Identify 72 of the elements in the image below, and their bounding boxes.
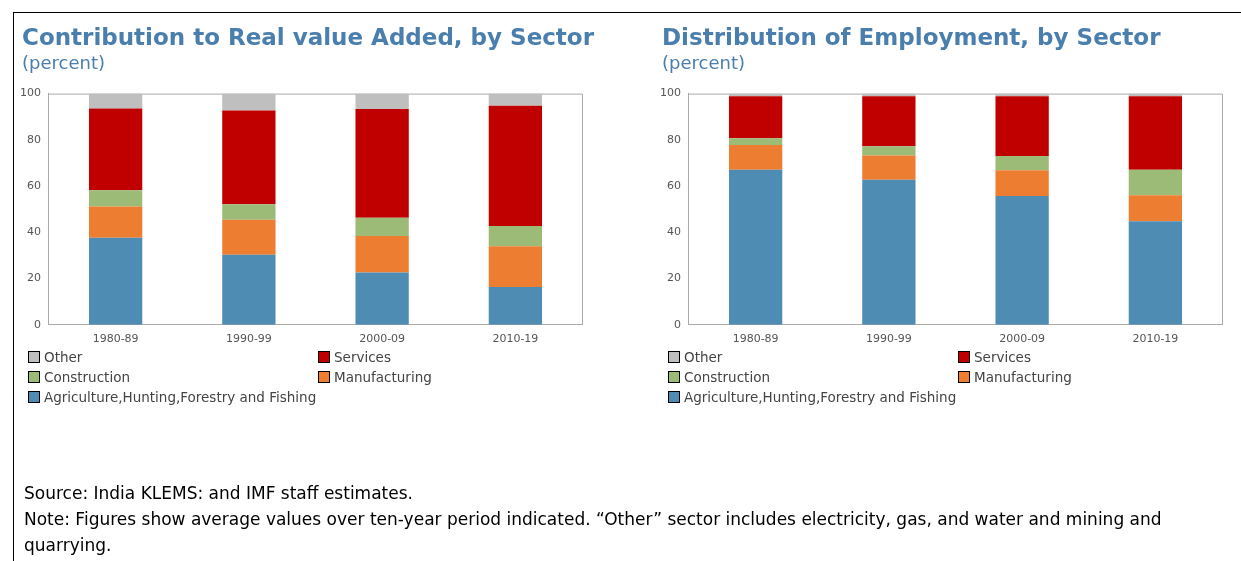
y-tick-label: 80	[667, 132, 681, 146]
bar	[1128, 96, 1183, 170]
x-tick-label: 1980-89	[732, 332, 779, 346]
bar	[995, 170, 1049, 197]
text: Note: Figures show average values over ten-year period indicated. “Other” sector includes electricity, gas, and water and mining and quarrying.	[24, 508, 1163, 557]
y-tick-label: 20	[667, 271, 681, 285]
y-tick-label: 60	[27, 178, 41, 192]
y-tick-label: 40	[27, 225, 41, 239]
y-tick-label: 100	[20, 86, 41, 100]
y-tick-label: 40	[667, 225, 681, 239]
bar	[222, 219, 276, 255]
bar	[355, 109, 409, 218]
legend-label: Manufacturing	[974, 369, 1072, 385]
bar	[222, 93, 276, 111]
source-note: Source: India KLEMS: and IMF staff estimates.	[24, 482, 414, 505]
legend-label: Other	[44, 349, 83, 365]
chart-title: Contribution to Real value Added, by Sector	[22, 24, 595, 50]
bar	[862, 146, 916, 156]
bar	[355, 217, 409, 237]
bar	[88, 190, 143, 207]
bar	[1128, 195, 1183, 222]
chart-subtitle: (percent)	[662, 52, 746, 73]
bar	[222, 110, 276, 205]
y-tick-label: 20	[27, 271, 41, 285]
bar	[862, 155, 916, 180]
bar	[995, 196, 1049, 325]
bar	[88, 108, 143, 191]
bar	[222, 254, 276, 325]
bar	[995, 96, 1049, 157]
chart-subtitle: (percent)	[22, 52, 106, 73]
y-tick-label: 0	[674, 317, 681, 331]
legend-label: Manufacturing	[334, 369, 432, 385]
bar	[88, 93, 143, 109]
legend-label: Services	[334, 349, 391, 365]
legend-label: Construction	[684, 369, 770, 385]
legend-label: Agriculture,Hunting,Forestry and Fishing	[684, 389, 957, 405]
bar	[728, 138, 783, 145]
bar	[995, 156, 1049, 171]
bar	[1128, 221, 1183, 325]
legend-label: Agriculture,Hunting,Forestry and Fishing	[44, 389, 317, 405]
bar	[355, 272, 409, 325]
chart-title: Distribution of Employment, by Sector	[662, 24, 1162, 50]
legend-label: Construction	[44, 369, 130, 385]
bar	[728, 96, 783, 139]
x-tick-label: 2000-09	[999, 332, 1046, 346]
bar	[1128, 169, 1183, 196]
bar	[862, 179, 916, 325]
bar	[862, 96, 916, 147]
x-tick-label: 2010-19	[492, 332, 539, 346]
bar	[355, 236, 409, 273]
bar	[488, 93, 543, 106]
bar	[88, 237, 143, 325]
bar	[222, 204, 276, 220]
legend-label: Services	[974, 349, 1031, 365]
y-tick-label: 100	[660, 86, 681, 100]
bar	[728, 169, 783, 325]
y-tick-label: 0	[34, 317, 41, 331]
x-tick-label: 1990-99	[225, 332, 272, 346]
x-tick-label: 2000-09	[359, 332, 406, 346]
x-tick-label: 2010-19	[1132, 332, 1179, 346]
x-tick-label: 1990-99	[865, 332, 912, 346]
bar	[88, 206, 143, 238]
bar	[355, 93, 409, 110]
bar	[488, 246, 543, 288]
bar	[488, 105, 543, 227]
y-tick-label: 60	[667, 178, 681, 192]
bar	[488, 226, 543, 247]
bar	[728, 144, 783, 170]
y-tick-label: 80	[27, 132, 41, 146]
legend-label: Other	[684, 349, 723, 365]
bar	[488, 287, 543, 325]
x-tick-label: 1980-89	[92, 332, 139, 346]
